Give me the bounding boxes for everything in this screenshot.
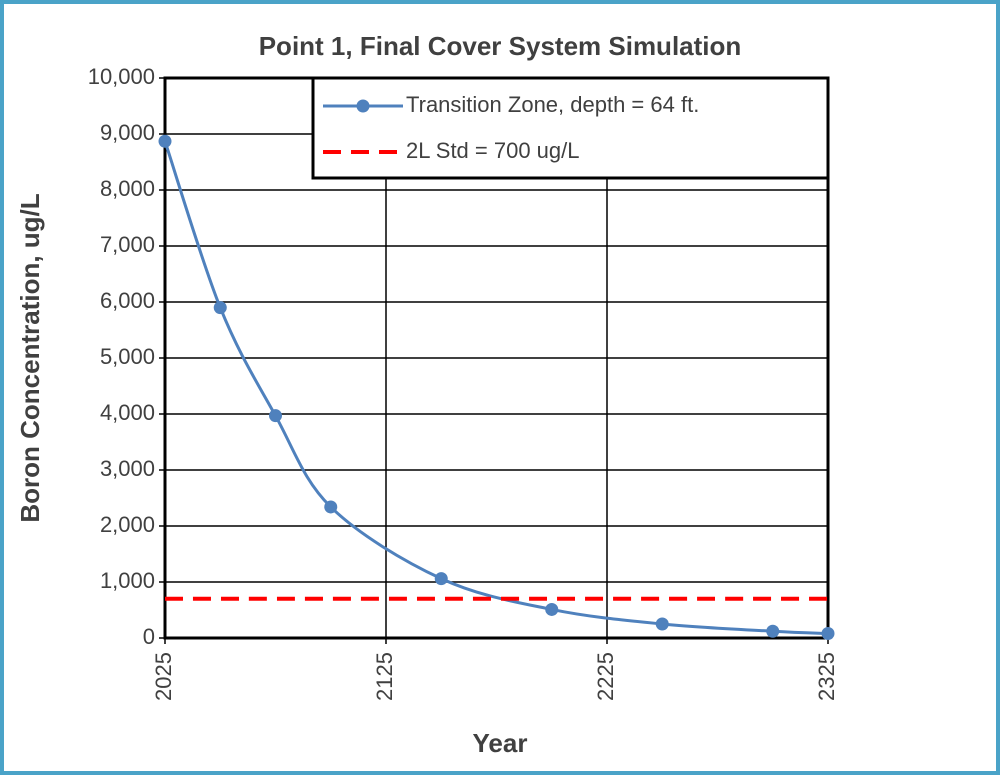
- legend-label: 2L Std = 700 ug/L: [406, 138, 580, 163]
- x-axis-title: Year: [473, 728, 528, 758]
- y-tick-label: 6,000: [100, 288, 155, 313]
- y-tick-label: 5,000: [100, 344, 155, 369]
- point: [213, 301, 227, 315]
- x-tick-label: 2325: [814, 652, 839, 701]
- y-tick-label: 1,000: [100, 568, 155, 593]
- y-tick-label: 4,000: [100, 400, 155, 425]
- x-tick-label: 2025: [151, 652, 176, 701]
- y-tick-label: 9,000: [100, 120, 155, 145]
- point: [434, 572, 448, 586]
- x-tick-label: 2225: [593, 652, 618, 701]
- x-tick-label: 2125: [372, 652, 397, 701]
- y-tick-label: 10,000: [88, 64, 155, 89]
- point: [158, 134, 172, 148]
- y-tick-label: 2,000: [100, 512, 155, 537]
- legend-box: [311, 76, 830, 180]
- point: [324, 500, 338, 514]
- series-line: [163, 140, 829, 636]
- y-axis-title: Boron Concentration, ug/L: [15, 193, 45, 522]
- y-tick-label: 3,000: [100, 456, 155, 481]
- point: [821, 627, 835, 641]
- y-tick-label: 7,000: [100, 232, 155, 257]
- point: [766, 624, 780, 638]
- chart-title: Point 1, Final Cover System Simulation: [259, 31, 742, 61]
- point: [655, 617, 669, 631]
- y-tick-label: 0: [143, 624, 155, 649]
- point: [545, 602, 559, 616]
- legend-marker: [356, 99, 370, 113]
- point: [269, 409, 282, 423]
- y-tick-label: 8,000: [100, 176, 155, 201]
- legend-label: Transition Zone, depth = 64 ft.: [406, 92, 699, 117]
